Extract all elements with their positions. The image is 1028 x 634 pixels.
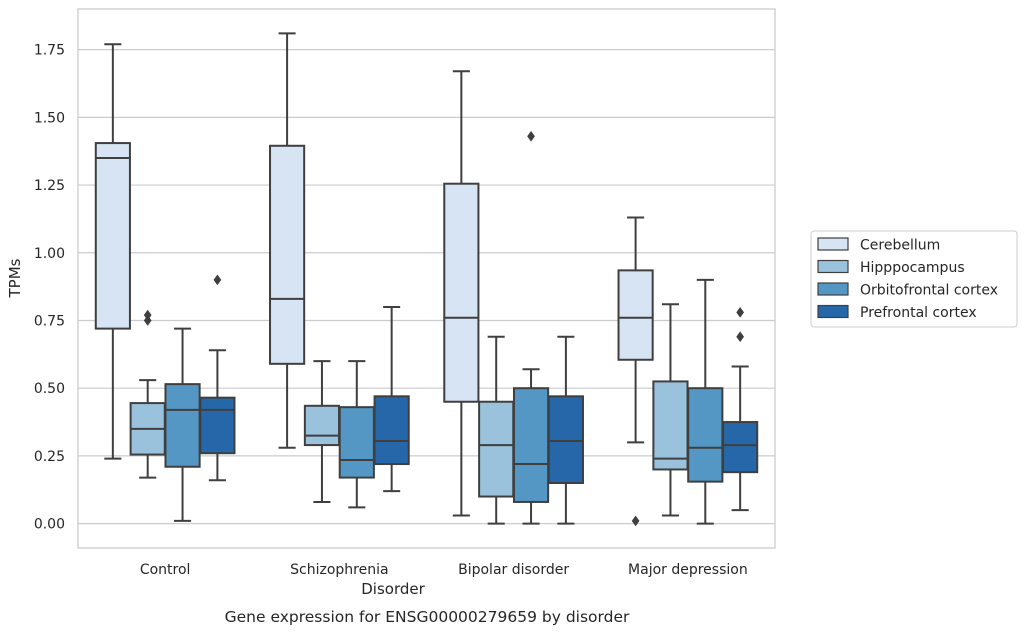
legend-label: Prefrontal cortex bbox=[860, 305, 977, 321]
legend-label: Cerebellum bbox=[860, 238, 940, 254]
box-1-0 bbox=[269, 32, 306, 449]
legend-swatch bbox=[817, 304, 849, 319]
legend-label: Hipppocampus bbox=[860, 260, 965, 276]
box-3-0 bbox=[617, 216, 654, 527]
box-2-2 bbox=[512, 130, 550, 525]
box-0-2 bbox=[164, 327, 201, 522]
iqr-box bbox=[687, 387, 724, 483]
box-2-3 bbox=[547, 335, 584, 525]
x-tick-label: Bipolar disorder bbox=[458, 562, 569, 578]
outlier-point bbox=[527, 130, 535, 142]
box-2-0 bbox=[443, 70, 480, 517]
chart-caption: Gene expression for ENSG00000279659 by d… bbox=[225, 608, 630, 626]
iqr-box bbox=[338, 406, 375, 479]
y-tick-label: 0.25 bbox=[34, 449, 65, 465]
x-tick-label: Control bbox=[140, 562, 191, 578]
box-0-3 bbox=[199, 274, 236, 482]
y-tick-label: 1.50 bbox=[34, 110, 65, 126]
legend-swatch bbox=[817, 259, 849, 274]
iqr-box bbox=[443, 182, 480, 403]
y-tick-label: 0.50 bbox=[34, 381, 65, 397]
legend-swatch bbox=[817, 282, 849, 296]
iqr-box bbox=[199, 396, 236, 455]
x-axis-label: Disorder bbox=[361, 580, 425, 598]
legend-frame bbox=[810, 230, 1018, 328]
box-2-1 bbox=[478, 335, 515, 525]
y-tick-labels: 0.00 0.25 0.50 0.75 1.00 1.25 1.50 1.75 bbox=[34, 43, 65, 533]
iqr-box bbox=[478, 400, 515, 498]
y-tick-label: 0.75 bbox=[34, 313, 65, 329]
box-0-1 bbox=[129, 309, 166, 479]
y-tick-label: 0.00 bbox=[34, 517, 65, 533]
iqr-box bbox=[303, 404, 341, 447]
y-tick-label: 1.00 bbox=[34, 246, 65, 262]
iqr-box bbox=[547, 395, 584, 484]
legend-swatch bbox=[817, 237, 849, 251]
outlier-point bbox=[736, 306, 745, 318]
x-tick-label: Major depression bbox=[628, 562, 748, 578]
x-tick-label: Schizophrenia bbox=[290, 562, 388, 578]
plot-frame bbox=[77, 8, 776, 549]
iqr-box bbox=[94, 142, 131, 330]
iqr-box bbox=[164, 383, 201, 468]
iqr-box bbox=[269, 144, 306, 365]
box-1-2 bbox=[338, 360, 375, 509]
iqr-box bbox=[512, 387, 550, 503]
iqr-box bbox=[617, 269, 654, 361]
legend: Cerebellum Hipppocampus Orbitofrontal cort… bbox=[810, 230, 1018, 328]
outlier-point bbox=[736, 331, 745, 343]
box-3-1 bbox=[652, 303, 689, 517]
box-1-1 bbox=[303, 360, 341, 503]
y-tick-label: 1.25 bbox=[34, 178, 65, 194]
x-tick-labels: Control Schizophrenia Bipolar disorder Majo… bbox=[140, 562, 748, 578]
iqr-box bbox=[373, 395, 410, 466]
legend-label: Orbitofrontal cortex bbox=[860, 283, 998, 299]
outlier-point bbox=[631, 515, 640, 527]
box-3-2 bbox=[687, 278, 724, 525]
boxes bbox=[94, 32, 759, 527]
iqr-box bbox=[652, 380, 689, 471]
y-axis-label: TPMs bbox=[6, 258, 24, 298]
outlier-point bbox=[213, 274, 222, 286]
y-tick-label: 1.75 bbox=[34, 43, 65, 59]
box-0-0 bbox=[94, 43, 131, 460]
box-3-3 bbox=[722, 306, 759, 512]
iqr-box bbox=[722, 421, 759, 474]
outlier-point bbox=[143, 309, 152, 321]
box-1-3 bbox=[373, 305, 410, 493]
